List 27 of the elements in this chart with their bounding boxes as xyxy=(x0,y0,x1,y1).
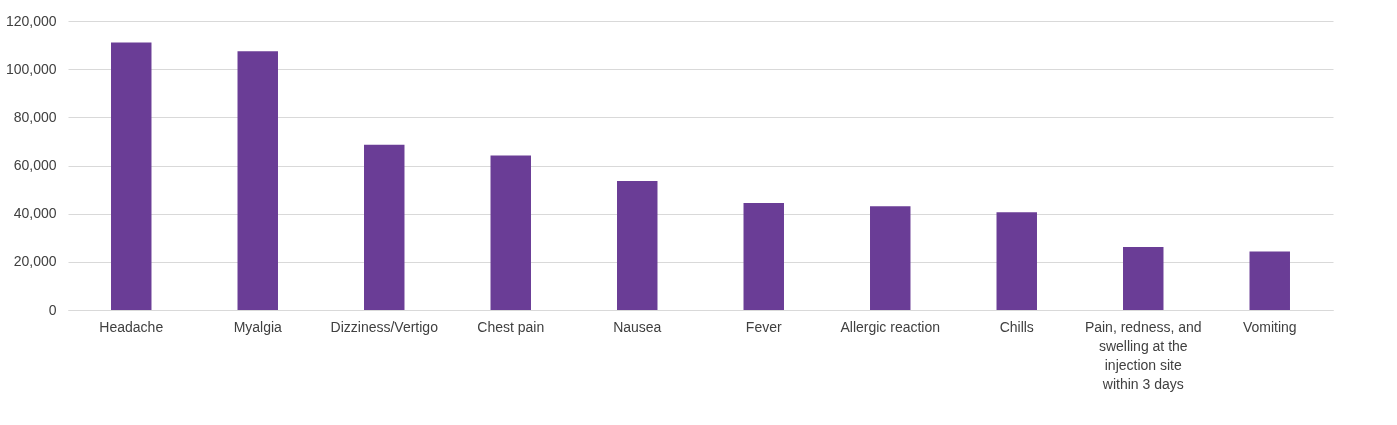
x-tick-label: Dizziness/Vertigo xyxy=(330,318,439,335)
bar xyxy=(617,180,658,310)
y-tick-label: 20,000 xyxy=(13,253,57,270)
x-tick-label: Nausea xyxy=(613,318,662,335)
x-tick-label: Headache xyxy=(99,318,164,335)
bar xyxy=(364,144,405,310)
y-tick-label: 60,000 xyxy=(13,157,57,173)
x-tick-label: Chest pain xyxy=(477,318,545,335)
y-tick-label: 80,000 xyxy=(13,108,57,125)
y-tick-label: 120,000 xyxy=(5,12,57,29)
x-tick-label: Pain, redness, and swelling at the injection site within 3 days xyxy=(1084,318,1202,392)
x-tick-label: Allergic reaction xyxy=(840,318,941,335)
x-tick-label: Fever xyxy=(745,318,782,335)
bar xyxy=(1249,251,1290,310)
bar xyxy=(743,203,784,310)
x-tick-label: Vomiting xyxy=(1242,318,1297,335)
y-tick-label: 40,000 xyxy=(13,205,57,222)
bar xyxy=(237,51,278,310)
bar xyxy=(1123,246,1164,310)
x-tick-label: Chills xyxy=(999,318,1034,335)
bar xyxy=(870,206,911,310)
y-tick-label: 0 xyxy=(48,301,57,318)
y-tick-label: 100,000 xyxy=(5,60,57,77)
x-tick-label: Myalgia xyxy=(233,318,283,335)
bar xyxy=(996,212,1037,310)
bar xyxy=(111,42,152,310)
bar xyxy=(490,155,531,310)
